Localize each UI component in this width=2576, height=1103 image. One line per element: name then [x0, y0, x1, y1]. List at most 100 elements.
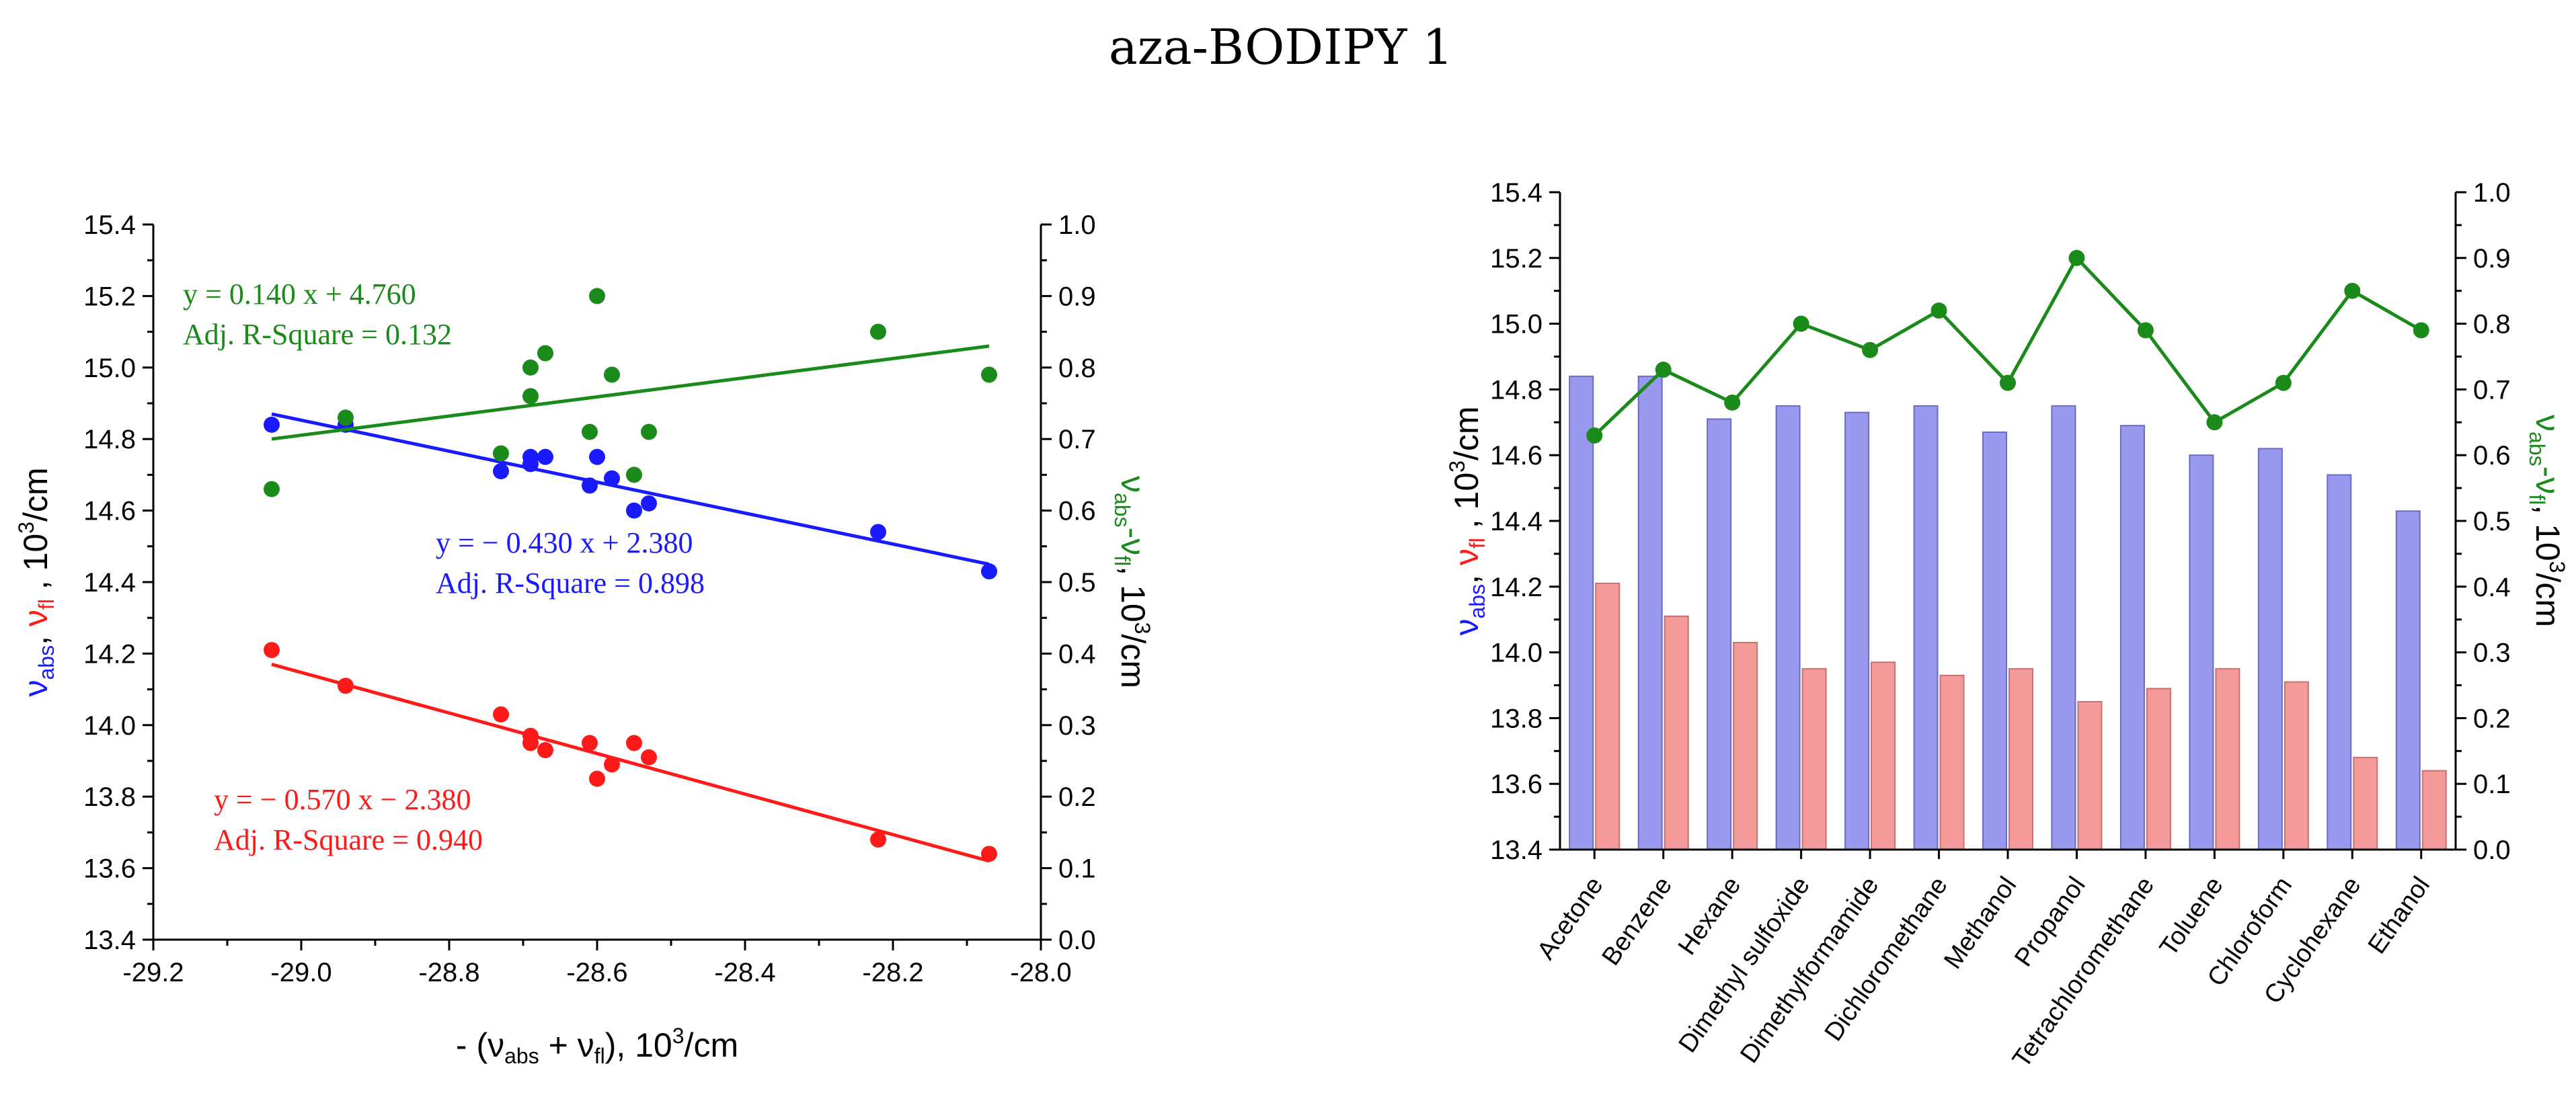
fit-line-abs	[271, 412, 990, 566]
fit-line-fl	[271, 662, 990, 863]
y-left-tick-label: 15.2	[83, 282, 136, 311]
y-left-tick-label: 15.4	[83, 210, 136, 240]
data-point-abs-fl	[1586, 427, 1603, 444]
bar-fl	[1664, 615, 1689, 850]
bar-fl	[1801, 668, 1827, 850]
data-point-fl	[589, 770, 605, 787]
bar-fl	[2146, 688, 2171, 851]
data-point-abs-fl	[2413, 322, 2429, 339]
nu-symbol: ν	[1448, 548, 1485, 565]
scatter-chart: -29.2 -29.0 -28.8 -28.6 -28.4 -28.2 -28.0 13.4 1…	[14, 210, 1155, 1068]
y-right-tick-label: 0.7	[2473, 375, 2511, 405]
data-point-abs	[264, 416, 280, 433]
data-point-fl	[493, 706, 509, 723]
y-right-tick-label: 0.1	[2473, 770, 2511, 799]
separator: ,	[17, 626, 54, 645]
y-axis-left-label: νabs, νfl , 103/cm	[14, 467, 58, 696]
bar-fl	[2353, 757, 2378, 850]
data-point-abs	[537, 448, 553, 465]
bar-abs	[2327, 474, 2352, 850]
unit-text: /cm	[1114, 634, 1152, 688]
y-left-tick-label: 14.4	[83, 568, 136, 598]
data-point-abs-fl	[264, 481, 280, 497]
data-point-abs	[981, 563, 997, 580]
bar-abs	[1637, 375, 1663, 850]
y-right-tick-label: 1.0	[1058, 210, 1096, 240]
x-axis-label: - (νabs + νfl), 103/cm	[456, 1024, 738, 1068]
y-right-tick-label: 0.5	[1058, 568, 1096, 598]
unit-text: /cm	[2529, 573, 2567, 627]
bar-fl	[2215, 668, 2240, 850]
superscript: 3	[2545, 561, 2569, 573]
fit-r2-fl: Adj. R-Square = 0.940	[214, 823, 483, 856]
y-right-tick-label: 0.7	[1058, 425, 1096, 454]
data-point-fl	[641, 749, 657, 766]
y-right-tick-label: 0.9	[1058, 282, 1096, 311]
y-left-tick-label: 13.8	[83, 782, 136, 812]
data-point-abs-fl	[2137, 322, 2154, 339]
x-tick-label: -28.0	[1010, 958, 1071, 987]
nu-symbol: ν	[2529, 477, 2567, 494]
y-right-tick-label: 0.2	[2473, 704, 2511, 733]
bar-fl	[1871, 661, 1896, 851]
subscript: fl	[2525, 494, 2549, 505]
data-point-abs-fl	[522, 359, 539, 376]
y-right-tick-label: 0.8	[1058, 354, 1096, 383]
superscript: 3	[14, 522, 38, 534]
bar-abs	[1844, 411, 1870, 850]
y-left-tick-label: 14.6	[83, 497, 136, 526]
bar-fl	[1733, 641, 1758, 850]
subscript: fl	[594, 1044, 605, 1068]
x-category-label: Tetrachloromethane	[2007, 872, 2160, 1073]
y-left-tick-label: 15.0	[1490, 310, 1543, 339]
fit-r2-diff: Adj. R-Square = 0.132	[183, 318, 452, 351]
data-point-abs-fl	[981, 366, 997, 383]
separator: ,	[1448, 565, 1485, 584]
data-point-fl	[626, 735, 642, 751]
data-point-abs-fl	[338, 409, 354, 426]
data-point-abs	[493, 463, 509, 480]
data-point-abs-fl	[1655, 362, 1672, 378]
unit-text: ), 10	[605, 1026, 672, 1064]
y-left-tick-label: 15.0	[83, 354, 136, 383]
data-point-abs-fl	[2206, 414, 2223, 431]
subscript: fl	[1110, 555, 1134, 566]
bar-abs	[2119, 425, 2145, 850]
data-point-abs	[604, 470, 620, 487]
fit-equation-abs: y = − 0.430 x + 2.380	[436, 526, 693, 559]
y-left-tick-label: 14.8	[83, 425, 136, 454]
y-right-tick-label: 0.3	[2473, 639, 2511, 668]
subscript: abs	[1110, 493, 1134, 528]
y-right-tick-label: 0.5	[2473, 507, 2511, 536]
data-point-abs-fl	[537, 345, 553, 362]
y-right-tick-label: 0.6	[1058, 497, 1096, 526]
data-point-abs	[589, 448, 605, 465]
x-category-label: Dichloromethane	[1820, 872, 1953, 1046]
y-axis-right-label: νabs-νfl, 103/cm	[1110, 476, 1155, 688]
bar-fl	[1595, 582, 1621, 850]
data-point-fl	[981, 846, 997, 862]
superscript: 3	[1445, 460, 1469, 473]
x-category-label: Hexane	[1673, 872, 1747, 960]
x-tick-label: -28.6	[566, 958, 627, 987]
y-left-tick-label: 14.4	[1490, 507, 1543, 536]
subscript: abs	[1465, 584, 1489, 619]
y-right-tick-label: 0.8	[2473, 310, 2511, 339]
nu-symbol: ν	[1114, 476, 1152, 493]
subscript: fl	[34, 599, 58, 610]
y-right-tick-label: 0.0	[1058, 926, 1096, 955]
y-right-tick-label: 0.0	[2473, 835, 2511, 865]
bar-abs	[1775, 405, 1801, 850]
bar-fl	[1939, 674, 1965, 851]
data-point-abs-fl	[2000, 374, 2016, 391]
data-point-abs-fl	[493, 445, 509, 462]
data-point-abs-fl	[522, 388, 539, 405]
data-point-fl	[338, 678, 354, 694]
data-point-fl	[870, 831, 886, 848]
data-point-fl	[522, 727, 539, 744]
bar-fl	[2077, 700, 2103, 850]
fit-r2-abs: Adj. R-Square = 0.898	[436, 567, 705, 600]
y-right-tick-label: 0.2	[1058, 782, 1096, 812]
data-point-abs	[626, 502, 642, 519]
